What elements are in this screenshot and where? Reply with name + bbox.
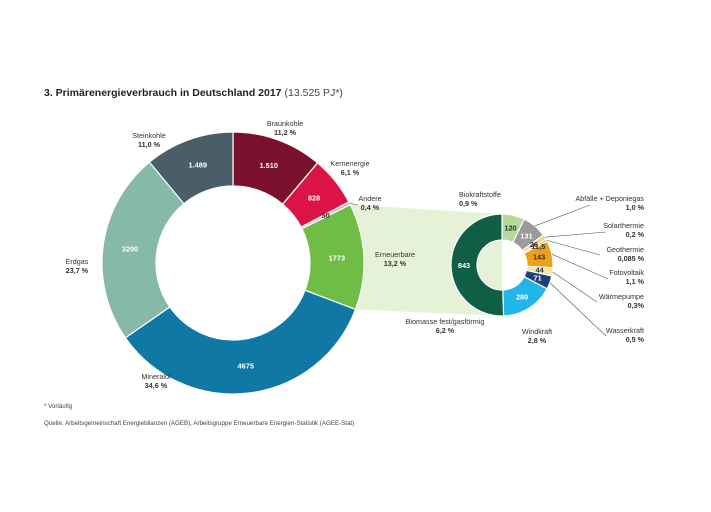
renew-value-windkraft: 280: [516, 293, 528, 302]
renew-value-biomasse-fest-gasfoermig: 843: [458, 261, 470, 270]
main-value-braunkohle: 1.510: [259, 161, 278, 170]
main-value-erdgas: 3200: [122, 244, 138, 253]
renew-value-biokraftstoffe: 120: [504, 223, 516, 232]
leader-line-solarthermie: [544, 231, 607, 238]
main-label-andere-name: Andere: [358, 194, 381, 203]
renew-label-biokraftstoffe-percent: 0,9 %: [459, 199, 478, 208]
renewables-donut: [450, 213, 554, 317]
renew-value-wasserkraft: 71: [534, 274, 542, 283]
main-label-mineraloel-percent: 34,6 %: [145, 381, 168, 390]
main-label-erneuerbare-name: Erneuerbare: [375, 250, 415, 259]
renew-label-solarthermie-name: Solarthermie: [603, 221, 644, 230]
main-value-andere: 50: [321, 211, 329, 220]
main-value-steinkohle: 1.489: [188, 161, 207, 170]
main-label-mineraloel-name: Mineralöl: [141, 372, 171, 381]
renew-label-solarthermie-percent: 0,2 %: [626, 230, 645, 239]
main-label-braunkohle-percent: 11,2 %: [274, 128, 297, 137]
main-value-erneuerbare: 1773: [329, 253, 345, 262]
renew-label-fotovoltaik-name: Fotovoltaik: [609, 268, 644, 277]
main-label-kernenergie-name: Kernenergie: [330, 159, 369, 168]
renew-label-windkraft-name: Windkraft: [522, 327, 552, 336]
renew-label-fotovoltaik-percent: 1,1 %: [626, 277, 645, 286]
renew-label-biomasse-fest-gasfoermig-percent: 6,2 %: [436, 326, 455, 335]
renew-label-wasserkraft-percent: 0,5 %: [626, 335, 645, 344]
leader-line-fotovoltaik: [551, 253, 609, 280]
main-label-andere-percent: 0,4 %: [361, 203, 380, 212]
renew-label-geothermie-percent: 0,085 %: [618, 254, 645, 263]
renew-label-biomasse-fest-gasfoermig-name: Biomasse fest/gasförmig: [406, 317, 485, 326]
renew-label-waermepumpe-name: Wärmepumpe: [599, 292, 644, 301]
main-value-mineraloel: 4675: [237, 362, 253, 371]
renew-label-windkraft-percent: 2,8 %: [528, 336, 547, 345]
main-label-erdgas-percent: 23,7 %: [66, 266, 89, 275]
main-label-steinkohle-percent: 11,0 %: [138, 140, 161, 149]
renew-label-abfaelle-deponiegas-name: Abfälle + Deponiegas: [575, 194, 644, 203]
renew-label-geothermie-name: Geothermie: [606, 245, 644, 254]
main-segment-mineraloel: [124, 289, 357, 395]
main-label-steinkohle-name: Steinkohle: [132, 131, 166, 140]
leader-line-waermepumpe: [552, 271, 598, 303]
main-label-kernenergie-percent: 6,1 %: [341, 168, 360, 177]
renew-value-geothermie: 11,5: [531, 242, 545, 251]
renew-label-waermepumpe-percent: 0,3%: [628, 301, 645, 310]
source-note: Quelle: Arbeitsgemeinschaft Energiebilan…: [44, 420, 354, 427]
renew-value-abfaelle-deponiegas: 131: [520, 231, 532, 240]
leader-line-andere: [349, 203, 359, 206]
renew-label-biokraftstoffe-name: Biokraftstoffe: [459, 190, 501, 199]
main-label-erdgas-name: Erdgas: [66, 257, 89, 266]
leader-line-abfaelle: [534, 204, 591, 227]
main-label-erneuerbare-percent: 13,2 %: [384, 259, 407, 268]
main-segment-steinkohle: [148, 131, 234, 205]
chart-title: 3. Primärenergieverbrauch in Deutschland…: [44, 87, 343, 99]
renew-segment-biomasse-fest-gasfoermig: [450, 213, 505, 317]
leader-line-geothermie: [546, 239, 601, 256]
renew-value-waermepumpe: 44: [536, 266, 545, 275]
main-donut: [101, 131, 365, 395]
leader-line-wasserkraft: [549, 282, 607, 337]
renew-label-abfaelle-deponiegas-percent: 1,0 %: [626, 203, 645, 212]
main-label-braunkohle-name: Braunkohle: [267, 119, 303, 128]
footnote: * Vorläufig: [44, 403, 73, 410]
renew-label-wasserkraft-name: Wasserkraft: [606, 326, 644, 335]
main-value-kernenergie: 828: [308, 193, 320, 202]
renew-value-solarthermie: 26: [530, 240, 538, 249]
main-segment-erdgas: [101, 161, 185, 339]
renew-value-fotovoltaik: 143: [533, 252, 545, 261]
